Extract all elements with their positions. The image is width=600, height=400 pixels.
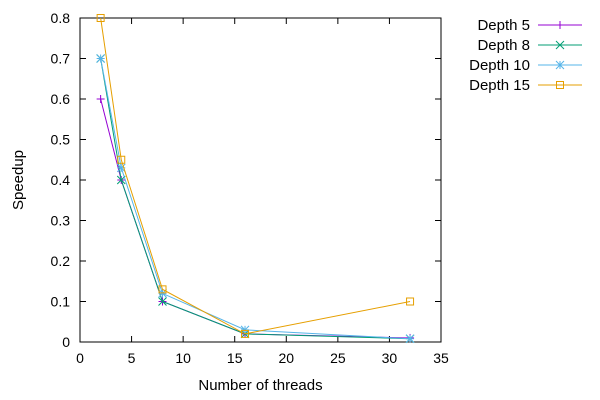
series-layer [96, 14, 415, 344]
x-tick-label: 20 [278, 350, 294, 366]
y-tick-label: 0.5 [51, 132, 71, 148]
series-depth-10 [96, 54, 415, 344]
y-tick-label: 0.6 [51, 91, 71, 107]
series-depth-5 [96, 95, 415, 342]
data-point [406, 297, 415, 306]
legend-marker [556, 81, 564, 89]
legend-marker [556, 21, 564, 29]
x-axis-title: Number of threads [198, 377, 322, 394]
legend-entry: Depth 5 [477, 17, 582, 34]
data-point [116, 163, 126, 173]
legend-label: Depth 8 [477, 37, 530, 54]
series-line [100, 17, 411, 335]
data-point [158, 297, 167, 306]
legend-entry: Depth 8 [477, 37, 582, 54]
data-point [405, 334, 415, 344]
series-line [100, 98, 411, 339]
data-point [158, 285, 167, 294]
x-tick-label: 0 [76, 350, 84, 366]
x-tick-label: 35 [433, 350, 449, 366]
x-tick-label: 30 [382, 350, 398, 366]
legend-entry: Depth 15 [469, 77, 582, 94]
x-tick-label: 15 [227, 350, 243, 366]
plot-area [79, 17, 442, 343]
data-point [241, 329, 250, 338]
y-axis-title: Speedup [10, 150, 27, 210]
y-tick-label: 0.1 [51, 294, 71, 310]
x-tick-label: 25 [330, 350, 346, 366]
data-point [96, 95, 105, 103]
y-tick-label: 0.8 [51, 10, 71, 26]
data-point [96, 54, 105, 63]
y-tick-label: 0.4 [51, 172, 71, 188]
legend-marker [555, 40, 565, 50]
series-line [100, 58, 411, 340]
x-tick-label: 10 [175, 350, 191, 366]
y-tick-label: 0.3 [51, 213, 71, 229]
legend-label: Depth 10 [469, 57, 530, 74]
y-tick-label: 0.2 [51, 253, 71, 269]
data-point [117, 155, 126, 164]
y-tick-label: 0.7 [51, 51, 71, 67]
legend: Depth 5 Depth 8 Depth 10 Depth 15 [469, 17, 582, 94]
data-point [96, 14, 105, 22]
legend-entry: Depth 10 [469, 57, 582, 74]
series-line [100, 58, 411, 340]
series-depth-15 [96, 14, 415, 338]
series-depth-8 [96, 54, 415, 344]
legend-marker [555, 60, 565, 70]
legend-label: Depth 15 [469, 77, 530, 94]
axis-ticks: 0 5 10 15 20 25 30 35 0 0.1 0.2 0.3 0.4 0.5 0.6 0.7 0.8 [51, 10, 449, 366]
y-tick-label: 0 [62, 334, 70, 350]
x-tick-label: 5 [128, 350, 136, 366]
legend-label: Depth 5 [477, 17, 530, 34]
